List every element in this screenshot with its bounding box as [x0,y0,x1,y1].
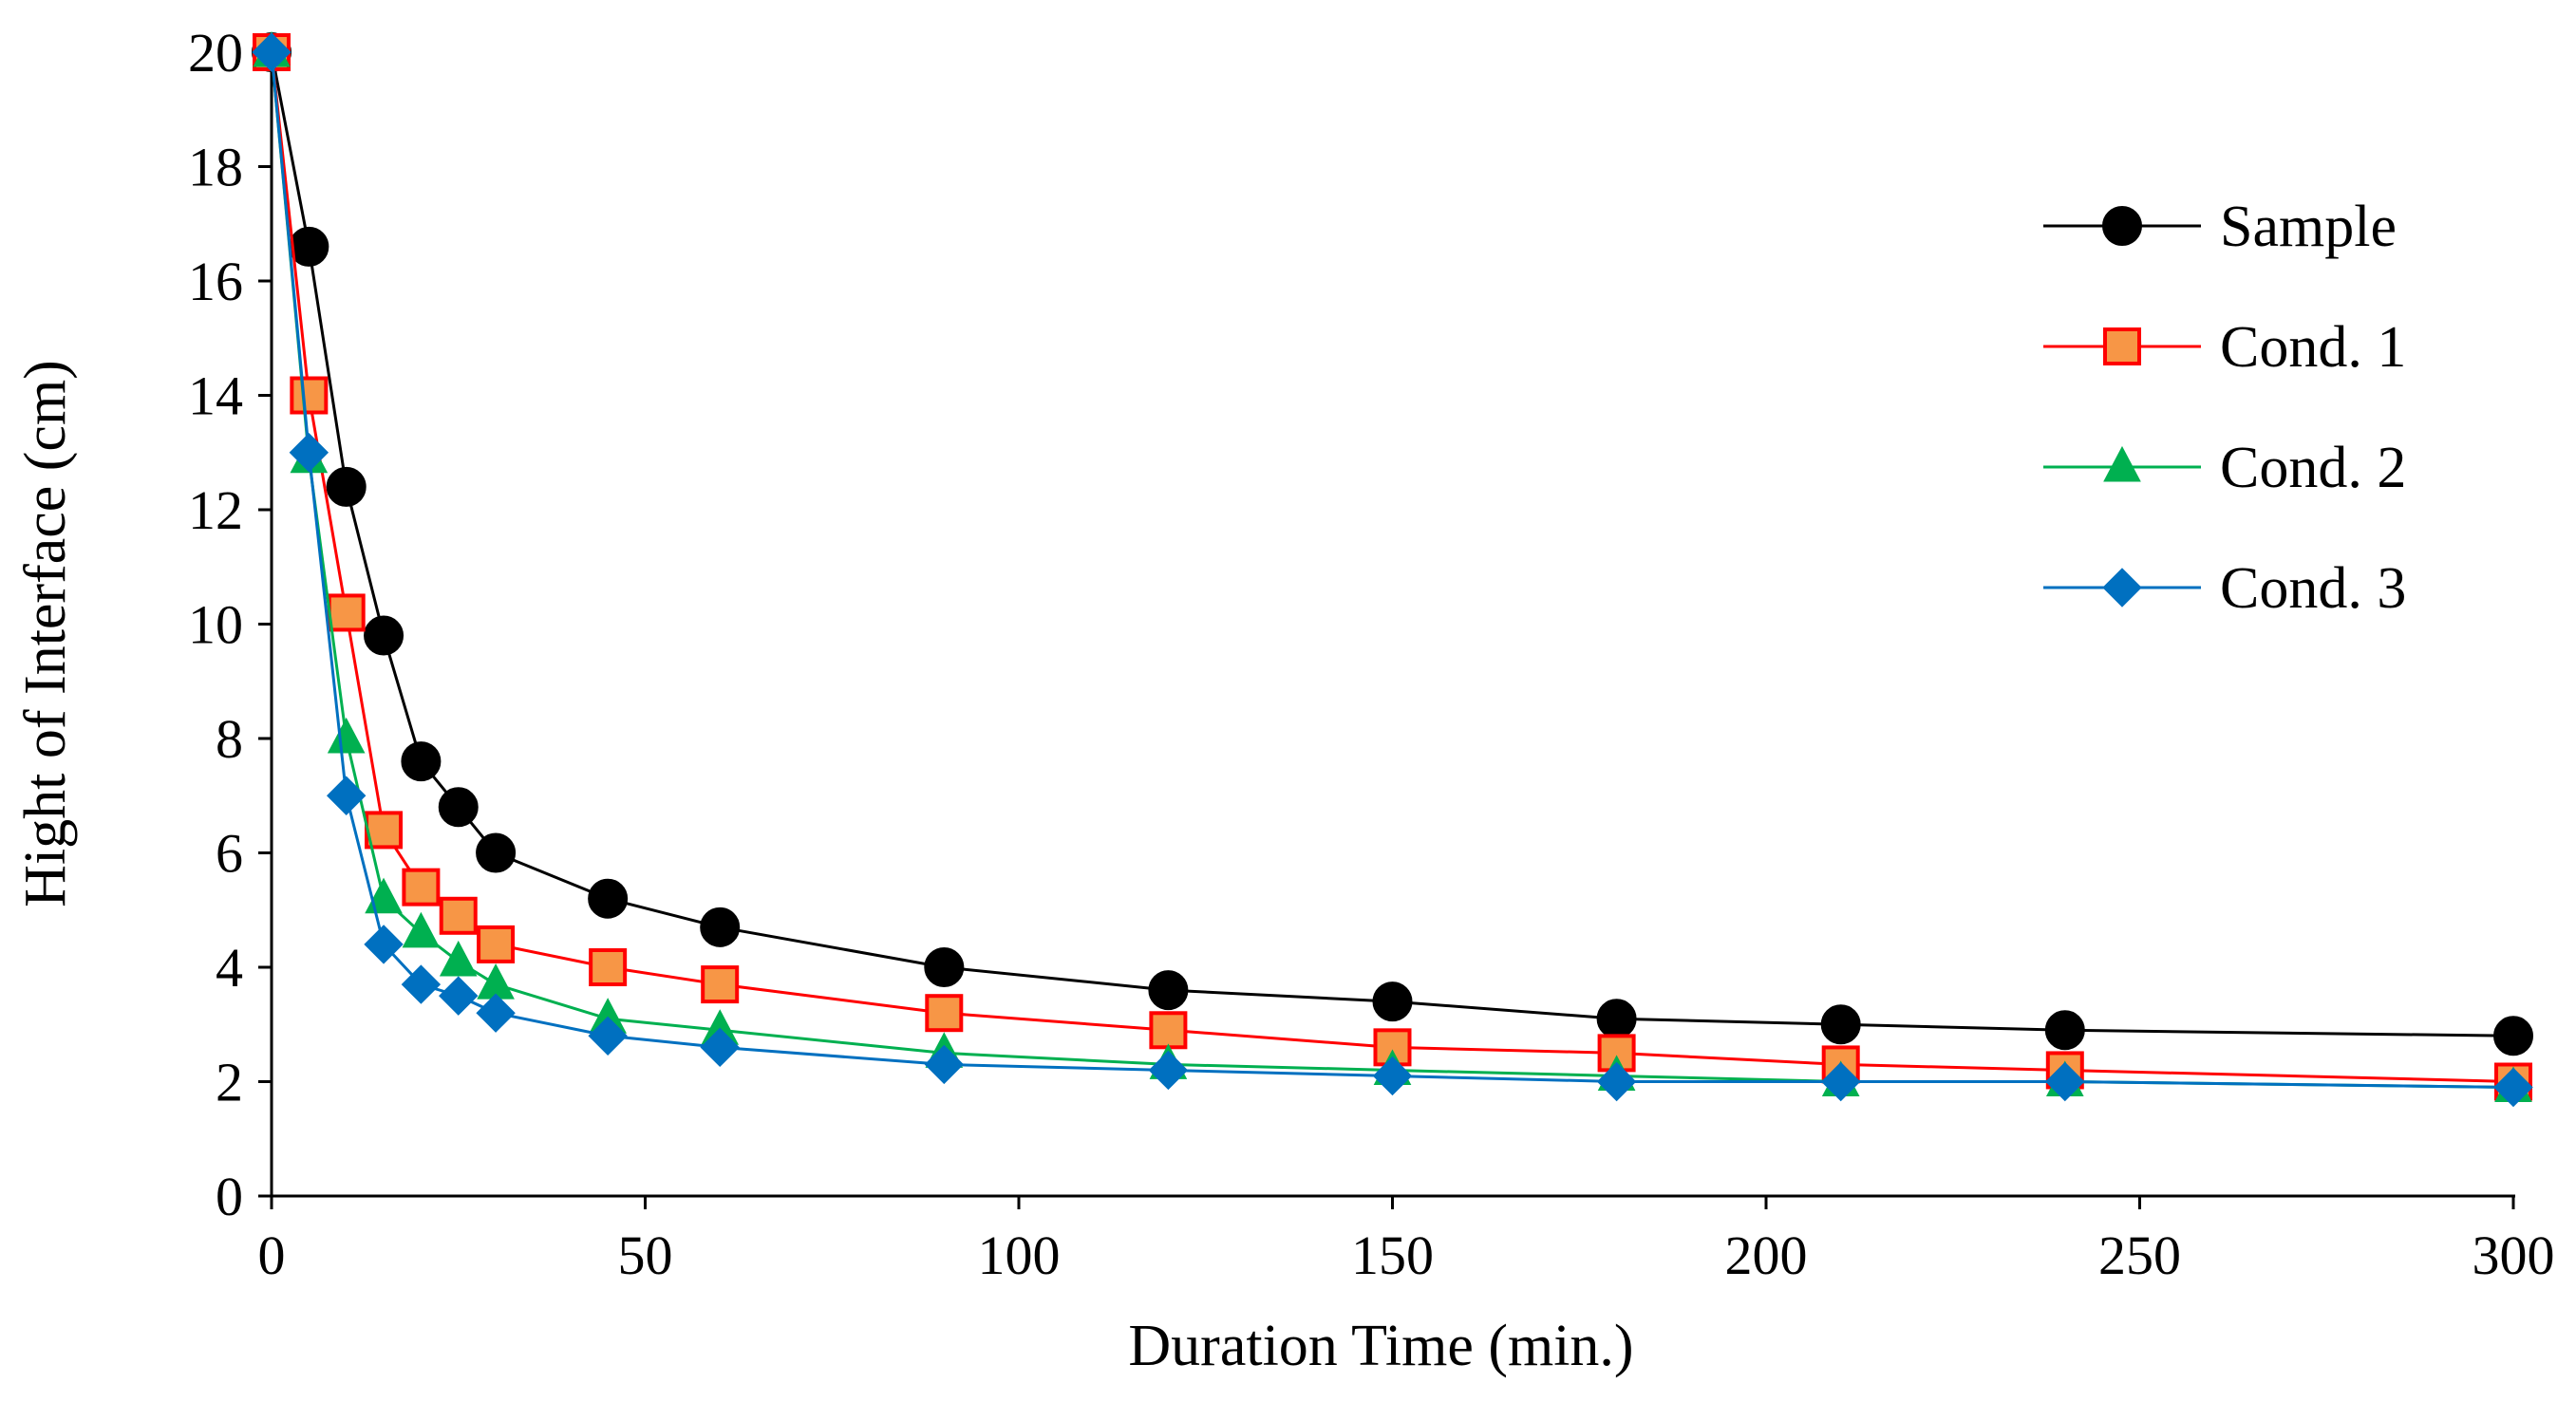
x-tick-label: 200 [1725,1224,1808,1286]
legend-item-cond-2: Cond. 2 [2043,436,2406,500]
y-tick-label: 20 [188,22,243,84]
data-point-cond-3 [1148,1050,1189,1091]
data-point-cond-3 [588,1016,628,1056]
data-point-cond-2 [327,717,366,754]
data-point-cond-1 [290,376,329,415]
y-tick-label: 16 [188,251,243,312]
y-tick-label: 18 [188,137,243,198]
data-point-cond-3 [476,993,516,1033]
series-cond-1 [253,33,2532,1101]
data-point-cond-3 [252,32,291,72]
x-tick-label: 250 [2098,1224,2181,1286]
legend-marker-cond-2 [2103,445,2141,482]
y-tick-label: 4 [216,937,243,999]
data-point-cond-1 [327,593,366,632]
y-tick-label: 0 [216,1166,243,1227]
data-point-sample [2493,1016,2533,1056]
legend-item-sample: Sample [2043,195,2397,259]
legend-label-sample: Sample [2220,195,2397,259]
series-line-sample [270,51,2514,1037]
data-point-cond-1 [589,948,628,986]
data-point-cond-3 [439,976,479,1016]
y-axis-title: Hight of Interface (cm) [13,360,78,907]
series-sample [252,32,2533,1056]
data-point-cond-1 [701,965,740,1004]
y-tick-label: 2 [216,1052,243,1113]
y-tick-label: 10 [188,594,243,656]
x-tick-label: 150 [1351,1224,1434,1286]
data-point-cond-3 [326,776,367,815]
series-line-cond-2 [270,51,2514,1090]
data-point-sample [588,878,629,919]
legend-label-cond-3: Cond. 3 [2220,556,2406,621]
data-point-sample [1372,981,1413,1022]
data-point-cond-2 [439,940,478,977]
data-point-sample [401,741,442,782]
y-tick-label: 6 [216,823,243,885]
data-point-cond-3 [401,964,442,1004]
data-point-cond-3 [1820,1061,1861,1102]
y-tick-label: 14 [188,365,243,427]
x-tick-label: 100 [978,1224,1061,1286]
data-point-sample [289,226,329,267]
legend-label-cond-2: Cond. 2 [2220,436,2406,500]
data-point-cond-3 [1596,1061,1637,1102]
data-point-sample [700,907,741,947]
data-point-sample [1596,999,1637,1039]
data-point-cond-1 [1149,1011,1188,1050]
x-axis-title: Duration Time (min.) [1128,1314,1633,1378]
legend-marker-sample [2102,206,2142,246]
legend-item-cond-3: Cond. 3 [2043,556,2406,621]
legend: Sample Cond. 1 Cond. 2 Cond. 3 [2043,195,2406,621]
legend-item-cond-1: Cond. 1 [2043,315,2406,380]
series-layer [252,30,2533,1108]
x-tick-label: 300 [2473,1224,2555,1286]
series-line-cond-1 [270,51,2514,1083]
data-point-sample [438,787,479,828]
data-point-cond-1 [477,925,516,963]
data-point-cond-3 [2493,1067,2533,1108]
legend-marker-cond-1 [2103,327,2141,365]
data-point-sample [924,947,965,987]
data-point-cond-3 [1372,1056,1413,1096]
legend-marker-cond-3 [2102,568,2142,608]
data-point-cond-1 [365,811,404,850]
data-point-cond-3 [924,1044,965,1085]
series-cond-2 [253,30,2532,1103]
x-tick-label: 50 [618,1224,673,1286]
x-tick-label: 0 [258,1224,286,1286]
series-cond-3 [252,32,2533,1108]
data-point-cond-1 [402,868,441,907]
y-tick-label: 12 [188,479,243,541]
data-point-sample [2044,1010,2085,1051]
y-tick-label: 8 [216,708,243,770]
data-point-cond-1 [439,896,478,935]
data-point-cond-1 [925,994,964,1033]
data-point-cond-2 [402,911,441,948]
data-point-sample [364,615,404,656]
data-point-sample [1148,970,1189,1011]
data-point-cond-3 [289,433,329,473]
data-point-cond-3 [2045,1061,2085,1102]
data-point-cond-3 [700,1027,740,1068]
data-point-sample [476,832,517,873]
series-line-cond-3 [270,51,2514,1090]
data-point-cond-3 [364,925,404,964]
legend-label-cond-1: Cond. 1 [2220,315,2406,380]
data-point-sample [1820,1004,1861,1045]
data-point-sample [326,466,367,507]
